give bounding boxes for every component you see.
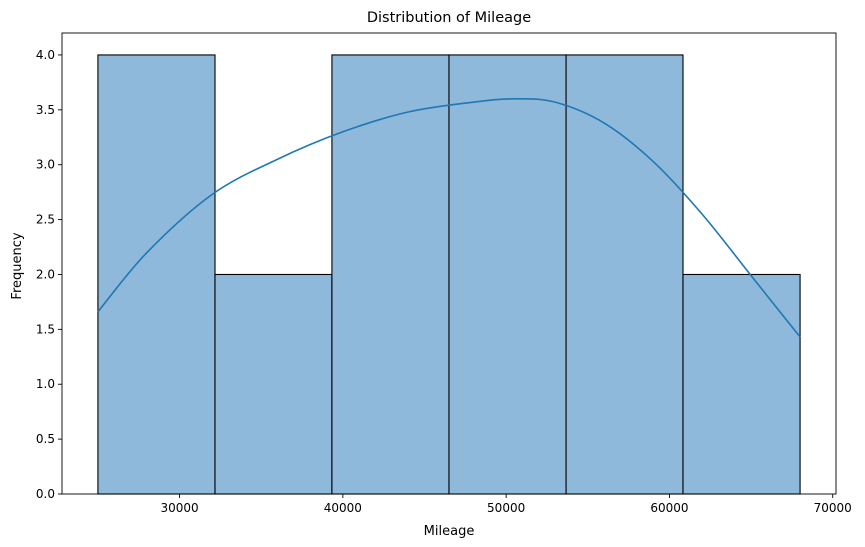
histogram-bar-1 <box>97 54 216 495</box>
y-tick-label: 1.0 <box>36 377 55 391</box>
y-tick-label: 4.0 <box>36 48 55 62</box>
x-axis: 30000 40000 50000 60000 70000 <box>160 494 852 515</box>
y-tick-label: 2.0 <box>36 267 55 281</box>
histogram-bars <box>97 54 801 495</box>
histogram-bar-4 <box>448 54 567 495</box>
histogram-bar-5 <box>565 54 684 495</box>
y-axis-label: Frequency <box>10 232 25 299</box>
y-tick-label: 1.5 <box>36 322 55 336</box>
y-tick-label: 0.0 <box>36 487 55 501</box>
plot-frame <box>61 32 837 495</box>
x-tick-label: 50000 <box>487 501 525 515</box>
chart-title: Distribution of Mileage <box>367 10 531 26</box>
x-tick-label: 70000 <box>814 501 852 515</box>
histogram-bar-3 <box>331 54 450 495</box>
x-tick-label: 40000 <box>324 501 362 515</box>
y-tick-label: 0.5 <box>36 432 55 446</box>
histogram-bar-2 <box>214 273 333 495</box>
y-tick-label: 2.5 <box>36 213 55 227</box>
y-axis: 0.0 0.5 1.0 1.5 2.0 2.5 3.0 3.5 4.0 <box>36 48 62 501</box>
y-tick-label: 3.0 <box>36 158 55 172</box>
x-tick-label: 30000 <box>160 501 198 515</box>
x-tick-label: 60000 <box>650 501 688 515</box>
x-axis-label: Mileage <box>424 524 475 539</box>
kde-curve <box>97 98 801 338</box>
y-tick-label: 3.5 <box>36 103 55 117</box>
histogram-bar-6 <box>682 273 801 495</box>
